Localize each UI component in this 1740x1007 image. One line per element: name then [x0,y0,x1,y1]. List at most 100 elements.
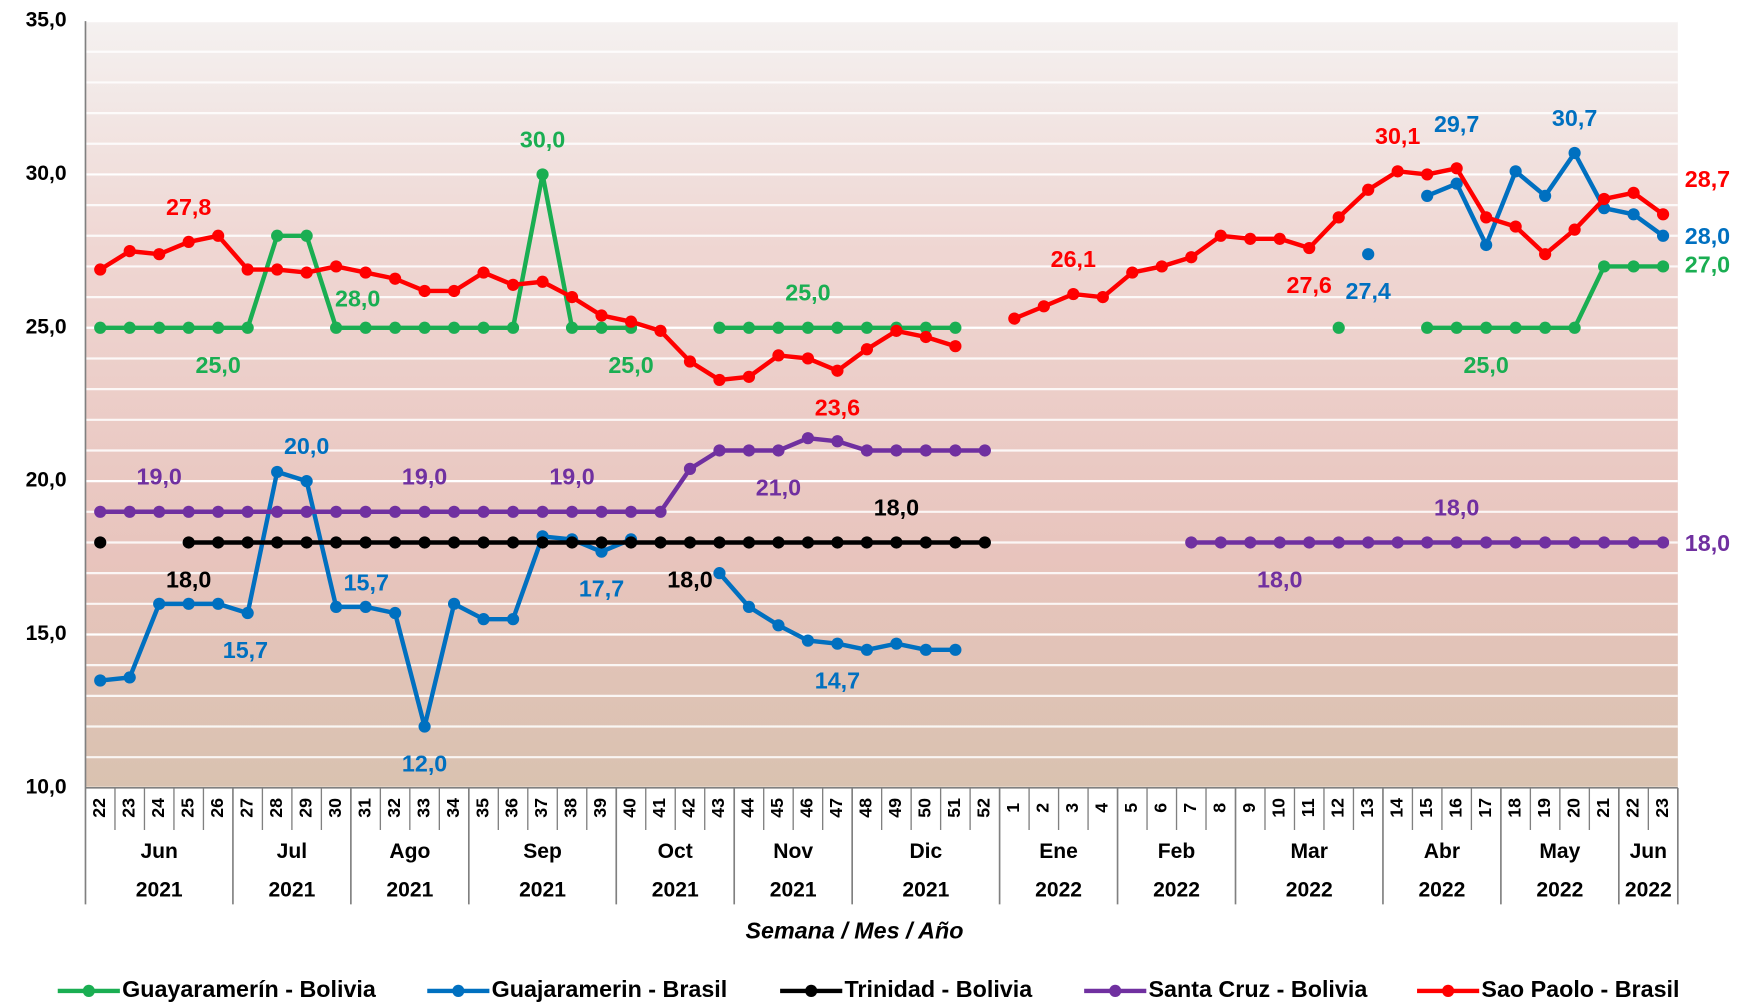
data-point [1480,238,1493,252]
data-point [565,505,579,518]
data-point [1480,321,1493,334]
data-point [447,284,461,298]
data-point [919,330,932,344]
data-point [212,597,225,610]
data-point [1627,186,1640,199]
data-point [683,462,697,475]
data-point [330,536,343,549]
data-point [1568,223,1581,236]
data-point [713,567,726,580]
data-point [1568,321,1581,334]
data-point [418,505,431,518]
data-point [506,278,520,291]
x-tick-label: 31 [354,798,374,818]
data-point [1421,321,1434,334]
x-tick-label: 10 [1268,798,1288,818]
data-point [801,634,815,647]
data-point [418,321,431,334]
data-point [123,505,136,518]
data-point [1303,241,1316,255]
x-tick-label: 25 [177,798,197,818]
data-point [565,291,579,304]
data-point [506,613,520,626]
data-point [1480,536,1493,549]
data-point [536,275,549,288]
month-label: Jun [140,840,177,863]
data-point [389,272,402,285]
data-label: 19,0 [402,464,447,490]
month-label: Ene [1039,840,1078,863]
month-label: Sep [523,840,562,863]
data-point [153,248,166,261]
data-point [1332,536,1345,549]
data-point [536,536,549,549]
data-label: 25,0 [608,352,653,378]
legend-marker [452,984,465,998]
x-tick-label: 36 [502,798,522,818]
legend-label: Guajaramerin - Brasil [492,976,728,1002]
data-point [890,324,903,337]
data-point [1656,229,1670,242]
x-tick-label: 35 [472,798,492,818]
data-point [389,321,402,334]
data-point [654,505,667,518]
data-point [1273,536,1286,549]
x-tick-label: 41 [649,798,669,818]
legend-label: Trinidad - Bolivia [844,976,1033,1002]
year-label: 2021 [136,879,183,902]
data-point [212,505,225,518]
data-point [1155,260,1168,273]
year-label: 2022 [1035,879,1082,902]
data-point [153,321,166,334]
data-point [624,315,638,328]
data-point [1126,266,1139,279]
data-point [919,444,932,457]
data-point [1597,192,1611,206]
data-point [831,321,844,334]
x-tick-label: 18 [1504,798,1524,818]
data-point [890,536,903,549]
data-point [1332,211,1345,224]
data-point [1539,248,1552,261]
data-point [418,284,431,298]
data-point [1509,220,1522,233]
data-label: 20,0 [284,433,329,459]
data-label: 27,8 [166,194,211,220]
x-tick-label: 30 [325,798,345,818]
x-tick-label: 49 [885,798,905,818]
x-tick-label: 43 [708,798,728,818]
data-point [890,444,903,457]
x-axis-title: Semana / Mes / Año [745,917,963,943]
data-point [1656,536,1670,549]
x-tick-label: 14 [1386,798,1406,818]
x-tick-label: 22 [1622,798,1642,818]
x-tick-label: 47 [826,798,846,818]
data-point [1096,291,1109,304]
month-label: May [1539,840,1580,863]
year-label: 2021 [902,879,949,902]
data-point [742,370,756,383]
data-point [801,536,815,549]
data-point [801,352,815,365]
data-label: 27,0 [1685,252,1730,278]
data-point [241,505,254,518]
x-tick-label: 45 [767,798,787,818]
data-point [595,321,608,334]
data-point [182,505,195,518]
data-point [536,505,549,518]
data-point [919,321,932,334]
data-point [418,720,431,733]
x-tick-label: 1 [1003,803,1023,813]
data-point [1185,536,1198,549]
x-tick-label: 2 [1033,803,1053,813]
data-point [447,597,461,610]
data-point [506,505,520,518]
data-label: 15,7 [344,569,389,595]
data-point [1627,260,1640,273]
x-tick-label: 23 [1652,798,1672,818]
data-point [801,321,815,334]
data-point [595,545,608,558]
data-point [389,536,402,549]
data-label: 14,7 [815,668,860,694]
